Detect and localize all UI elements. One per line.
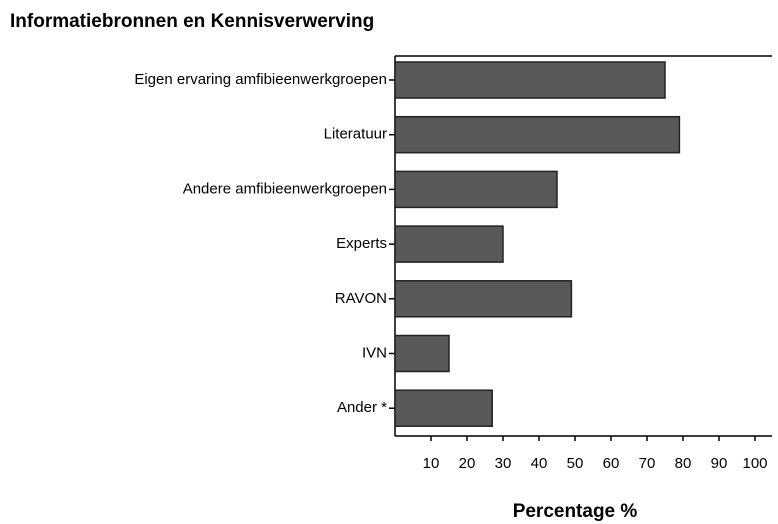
x-tick-label: 30	[495, 455, 512, 472]
bar	[394, 389, 493, 427]
bar	[394, 280, 573, 318]
x-tick-label: 90	[711, 455, 728, 472]
bar	[394, 225, 504, 263]
x-axis-label: Percentage %	[513, 501, 638, 522]
y-tick-label: Experts	[336, 235, 387, 252]
x-tick-label: 60	[603, 455, 620, 472]
y-tick-label: Literatuur	[324, 126, 387, 143]
x-tick-label: 10	[423, 455, 440, 472]
x-tick-label: 50	[567, 455, 584, 472]
x-tick-label: 100	[742, 455, 767, 472]
y-tick-label: Eigen ervaring amfibieenwerkgroepen	[134, 71, 387, 88]
bar	[394, 61, 666, 99]
y-tick-label: IVN	[362, 344, 387, 361]
x-tick-label: 70	[639, 455, 656, 472]
chart-title: Informatiebronnen en Kennisverwerving	[10, 11, 374, 32]
x-tick-label: 40	[531, 455, 548, 472]
x-tick-label: 80	[675, 455, 692, 472]
bar	[394, 334, 450, 373]
y-tick-label: RAVON	[335, 290, 387, 307]
y-tick-label: Ander *	[337, 399, 387, 416]
x-tick-label: 20	[459, 455, 476, 472]
bar	[394, 170, 558, 209]
bar	[394, 115, 681, 154]
y-tick-label: Andere amfibieenwerkgroepen	[183, 180, 387, 197]
